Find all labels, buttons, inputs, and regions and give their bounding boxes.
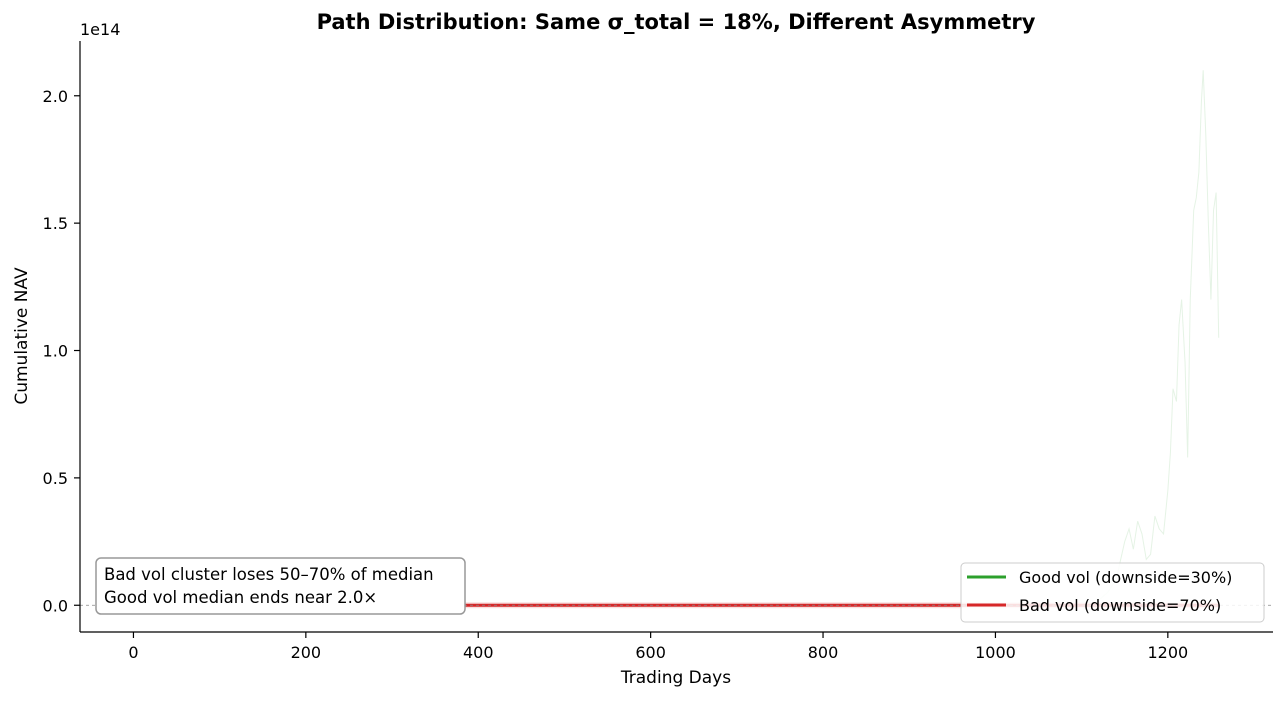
legend-frame <box>960 562 1265 623</box>
x-tick-label: 1000 <box>975 643 1016 662</box>
annotation-frame <box>95 557 466 615</box>
annotation-line-2: Good vol median ends near 2.0× <box>104 588 377 607</box>
y-axis-label: Cumulative NAV <box>12 267 32 405</box>
chart-title: Path Distribution: Same σ_total = 18%, D… <box>317 10 1036 34</box>
x-tick-label: 1200 <box>1147 643 1188 662</box>
x-ticks: 0 200 400 600 800 1000 1200 <box>128 632 1188 662</box>
annotation-line-1: Bad vol cluster loses 50–70% of median <box>104 565 434 584</box>
x-tick-label: 400 <box>463 643 494 662</box>
x-tick-label: 0 <box>128 643 138 662</box>
y-offset-text: 1e14 <box>80 20 120 39</box>
y-tick-label: 1.5 <box>43 214 68 233</box>
legend-label-good-vol: Good vol (downside=30%) <box>1019 568 1232 587</box>
x-tick-label: 600 <box>635 643 666 662</box>
series-line-good-vol <box>1098 70 1220 601</box>
y-tick-label: 1.0 <box>43 342 68 361</box>
x-tick-label: 800 <box>808 643 839 662</box>
legend: Good vol (downside=30%) Bad vol (downsid… <box>960 562 1265 623</box>
x-axis-label: Trading Days <box>620 668 731 688</box>
annotation-box: Bad vol cluster loses 50–70% of median G… <box>95 557 466 615</box>
y-tick-label: 0.0 <box>43 596 68 615</box>
legend-label-bad-vol: Bad vol (downside=70%) <box>1019 596 1221 615</box>
y-ticks: 0.0 0.5 1.0 1.5 2.0 <box>43 87 80 615</box>
x-tick-label: 200 <box>291 643 322 662</box>
series-layer <box>133 70 1220 609</box>
y-tick-label: 2.0 <box>43 87 68 106</box>
y-tick-label: 0.5 <box>43 469 68 488</box>
